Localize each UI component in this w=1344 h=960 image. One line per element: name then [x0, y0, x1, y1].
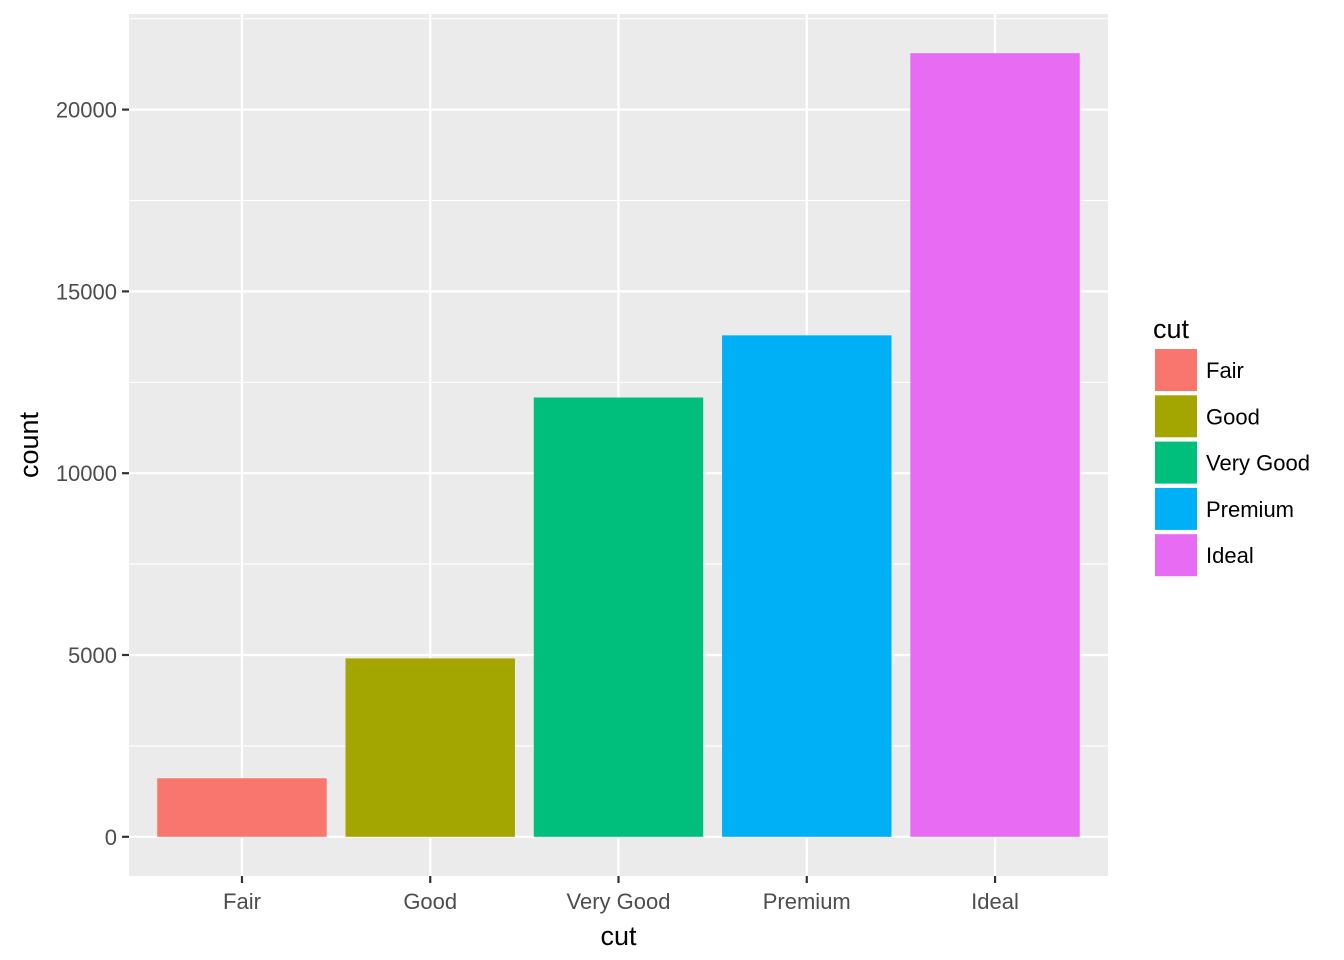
- x-axis: Fair Good Very Good Premium Ideal: [223, 876, 1019, 914]
- legend-label: Premium: [1206, 497, 1294, 522]
- legend-key-very-good: [1155, 441, 1197, 484]
- bar-very-good: [533, 397, 704, 837]
- legend-key-fair: [1155, 349, 1197, 391]
- x-tick-label: Good: [403, 889, 457, 914]
- y-tick-label: 0: [105, 825, 117, 850]
- legend-label: Good: [1206, 404, 1260, 429]
- legend-key-ideal: [1155, 534, 1197, 577]
- y-tick-label: 20000: [56, 98, 117, 123]
- legend-items: Fair Good Very Good Premium Ideal: [1155, 349, 1310, 577]
- legend-key-good: [1155, 395, 1197, 438]
- bar-ideal: [910, 53, 1080, 837]
- legend-key-premium: [1155, 487, 1197, 530]
- x-tick-label: Fair: [223, 889, 261, 914]
- x-tick-label: Premium: [763, 889, 851, 914]
- y-axis: 0 5000 10000 15000 20000: [56, 98, 129, 850]
- legend-title: cut: [1153, 314, 1190, 344]
- y-tick-label: 10000: [56, 461, 117, 486]
- bar-good: [345, 658, 515, 837]
- legend-label: Very Good: [1206, 451, 1310, 476]
- legend-label: Ideal: [1206, 543, 1254, 568]
- legend-label: Fair: [1206, 358, 1244, 383]
- y-tick-label: 5000: [68, 643, 117, 668]
- y-tick-label: 15000: [56, 279, 117, 304]
- x-tick-label: Very Good: [567, 889, 671, 914]
- bars: [157, 53, 1080, 837]
- y-axis-title: count: [14, 411, 44, 478]
- x-axis-title: cut: [600, 921, 637, 951]
- x-tick-label: Ideal: [971, 889, 1019, 914]
- legend: cut Fair Good Very Good Premium Ideal: [1153, 314, 1310, 577]
- bar-premium: [722, 335, 892, 837]
- bar-fair: [157, 778, 327, 837]
